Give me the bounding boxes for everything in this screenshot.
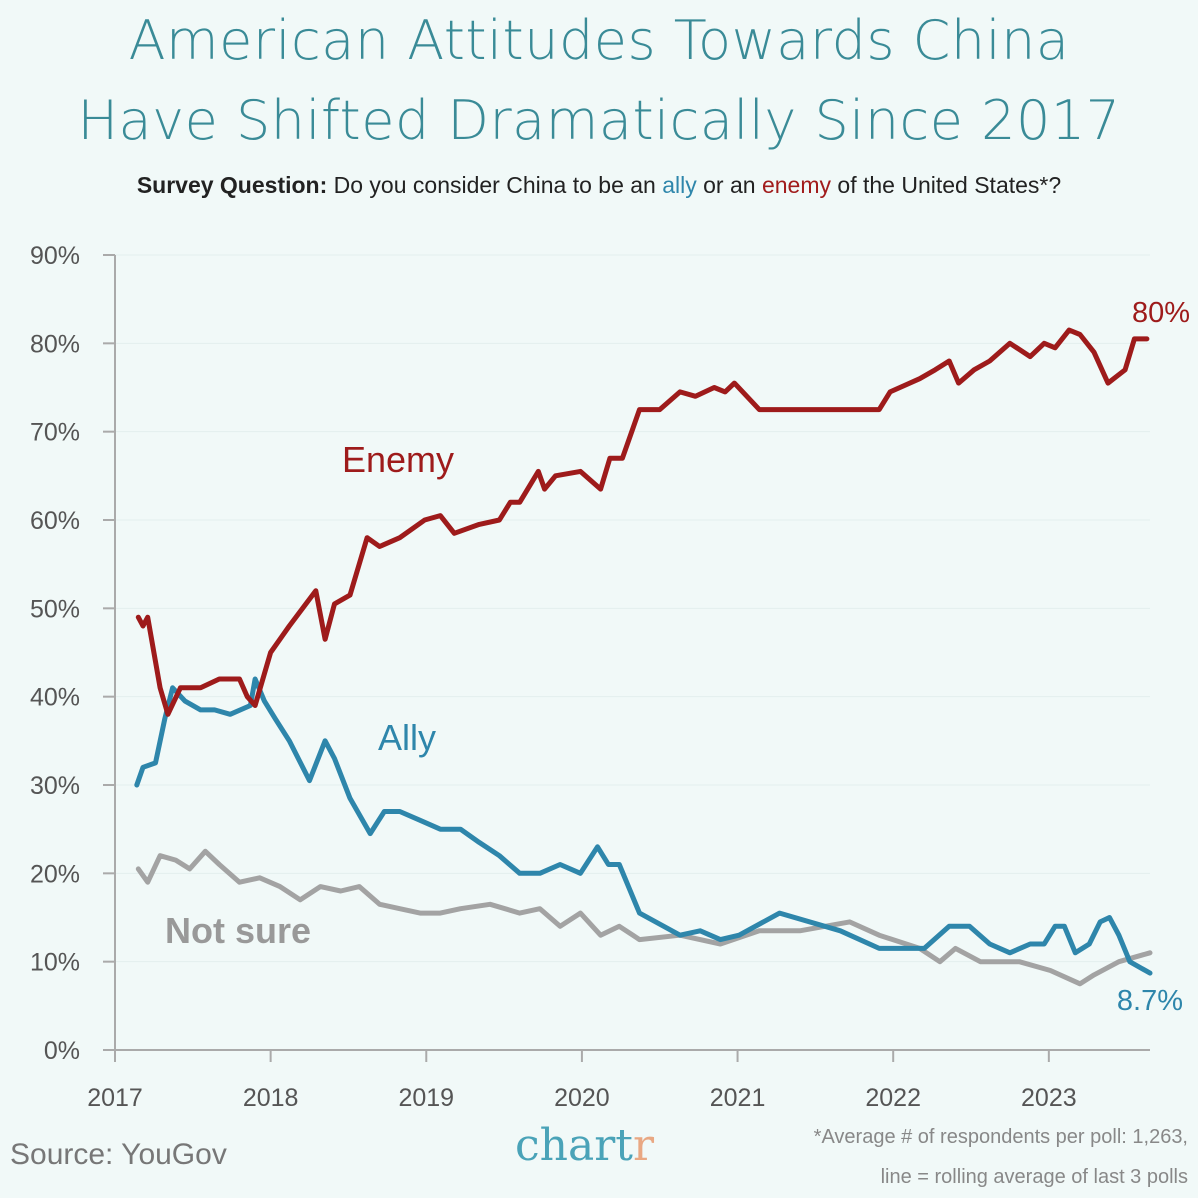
x-tick-label: 2021 <box>710 1084 766 1112</box>
series-line-enemy <box>135 327 1150 717</box>
subtitle-mid: or an <box>696 172 762 198</box>
y-tick-label: 50% <box>30 595 80 623</box>
y-tick-label: 70% <box>30 419 80 447</box>
y-tick-label: 90% <box>30 242 80 270</box>
subtitle-pre: Do you consider China to be an <box>327 172 663 198</box>
footnote-rolling-average: line = rolling average of last 3 polls <box>880 1166 1188 1188</box>
chartr-logo: chartr <box>515 1120 654 1171</box>
chart-title-line-2: Have Shifted Dramatically Since 2017 <box>77 89 1121 152</box>
y-tick-label: 0% <box>44 1037 80 1065</box>
y-tick-label: 40% <box>30 684 80 712</box>
x-tick-label: 2023 <box>1021 1084 1077 1112</box>
x-tick-label: 2022 <box>865 1084 921 1112</box>
subtitle-bold: Survey Question: <box>136 172 328 198</box>
series-label-not-sure: Not sure <box>165 910 311 951</box>
chart-title-line-1: American Attitudes Towards China <box>128 9 1070 72</box>
subtitle-ally: ally <box>662 172 697 198</box>
series-line-ally <box>134 676 1153 976</box>
y-tick-label: 80% <box>30 330 80 358</box>
x-tick-label: 2019 <box>398 1084 454 1112</box>
subtitle-post: of the United States*? <box>831 172 1062 198</box>
series-line-not-sure <box>135 848 1153 987</box>
x-tick-label: 2017 <box>87 1084 143 1112</box>
y-tick-label: 30% <box>30 772 80 800</box>
y-tick-label: 20% <box>30 860 80 888</box>
subtitle-enemy: enemy <box>761 172 832 198</box>
series-label-ally: Ally <box>378 717 436 758</box>
ally-end-label: 8.7% <box>1117 985 1183 1017</box>
enemy-end-label: 80% <box>1132 297 1190 329</box>
source-label: Source: YouGov <box>10 1138 227 1171</box>
x-tick-label: 2020 <box>554 1084 610 1112</box>
y-tick-label: 10% <box>30 949 80 977</box>
logo-accent: r <box>632 1120 654 1171</box>
y-tick-label: 60% <box>30 507 80 535</box>
chart-subtitle: Survey Question: Do you consider China t… <box>0 172 1198 199</box>
x-tick-label: 2018 <box>243 1084 299 1112</box>
series-label-enemy: Enemy <box>342 439 454 480</box>
logo-main: chart <box>515 1120 633 1171</box>
footnote-respondents: *Average # of respondents per poll: 1,26… <box>813 1126 1188 1148</box>
